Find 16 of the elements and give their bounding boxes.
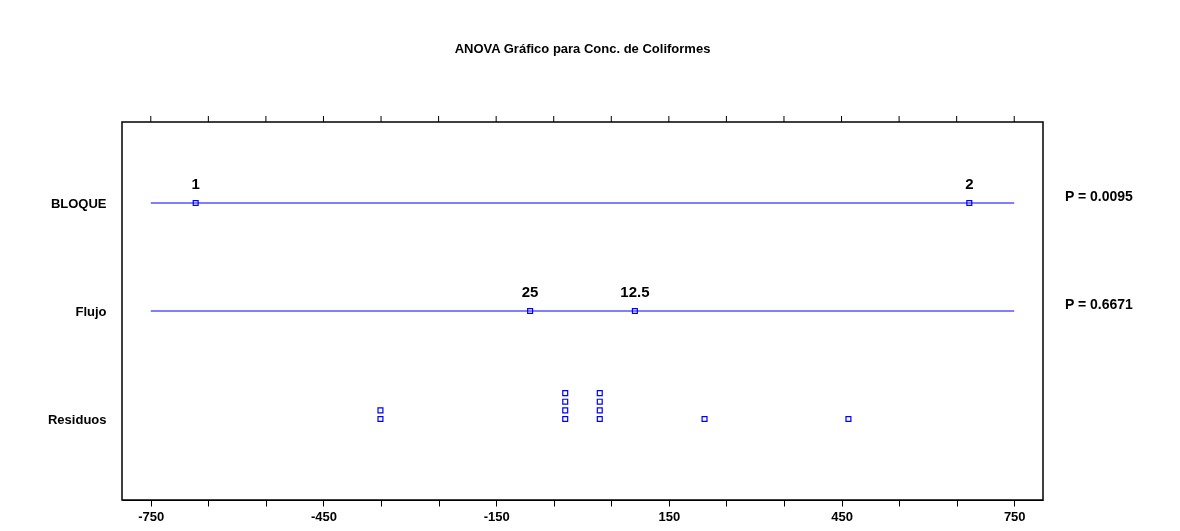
chart-title: ANOVA Gráfico para Conc. de Coliformes — [454, 40, 711, 56]
annotation: 25 — [521, 283, 539, 300]
y-tick-label: BLOQUE — [50, 195, 107, 211]
y-tick-label: Residuos — [47, 411, 107, 427]
x-tick-label: 750 — [1003, 508, 1026, 524]
x-tick-label: 150 — [658, 508, 681, 524]
annotation: 1 — [191, 175, 200, 192]
text: P = 0.6671 — [1065, 296, 1134, 312]
y-tick-label: Flujo — [75, 303, 107, 319]
annotation: 12.5 — [620, 283, 650, 300]
x-tick-label: -450 — [310, 508, 337, 524]
x-tick-label: 450 — [831, 508, 853, 524]
x-tick-label: -750 — [138, 508, 165, 524]
annotation: 2 — [965, 175, 974, 192]
x-tick-label: -150 — [483, 508, 510, 524]
text: P = 0.0095 — [1065, 188, 1134, 204]
